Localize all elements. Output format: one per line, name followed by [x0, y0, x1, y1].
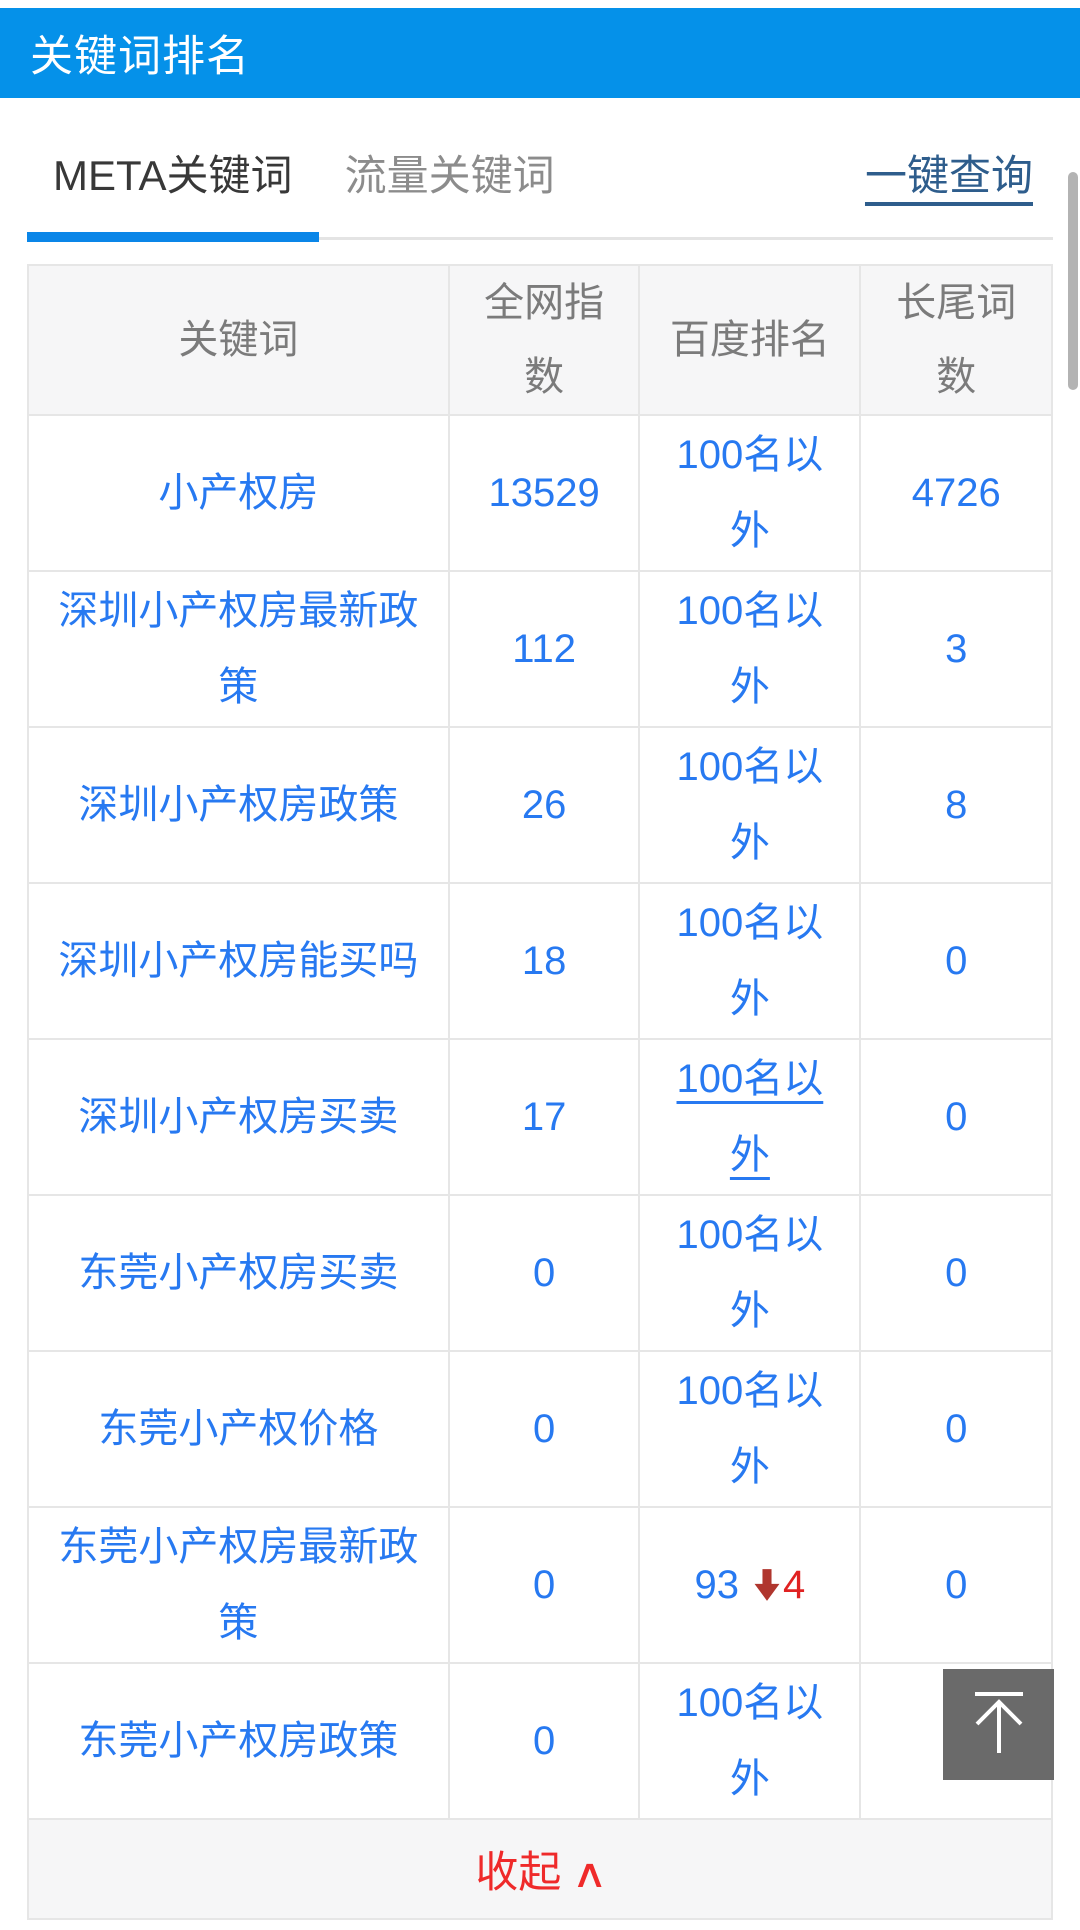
collapse-chevron-icon: ∧	[571, 1852, 609, 1896]
longtail-cell: 4726	[859, 414, 1053, 572]
keyword-cell[interactable]: 深圳小产权房买卖	[27, 1038, 450, 1196]
rank-cell: 100名以外	[638, 414, 862, 572]
table-header: 关键词 全网指数 百度排名 长尾词数	[27, 264, 1053, 416]
table-row: 深圳小产权房最新政策 112 100名以外 3	[27, 570, 1053, 728]
index-cell: 0	[447, 1506, 641, 1664]
active-tab-underline	[27, 232, 319, 242]
index-cell: 112	[447, 570, 641, 728]
longtail-cell: 0	[859, 1506, 1053, 1664]
table-row: 深圳小产权房能买吗 18 100名以外 0	[27, 882, 1053, 1040]
scrollbar-thumb[interactable]	[1068, 172, 1078, 390]
table-row: 东莞小产权价格 0 100名以外 0	[27, 1350, 1053, 1508]
index-cell: 17	[447, 1038, 641, 1196]
rank-cell-with-change: 93 4	[638, 1506, 862, 1664]
tab-traffic-keywords-label: 流量关键词	[344, 152, 555, 199]
index-cell: 26	[447, 726, 641, 884]
top-strip	[0, 0, 1080, 8]
rank-cell: 100名以外	[638, 1350, 862, 1508]
rank-cell: 100名以外	[638, 726, 862, 884]
table-row: 东莞小产权房政策 0 100名以外 0	[27, 1662, 1053, 1820]
longtail-cell: 0	[859, 882, 1053, 1040]
index-cell: 0	[447, 1662, 641, 1820]
longtail-cell: 0	[859, 1038, 1053, 1196]
keyword-cell[interactable]: 深圳小产权房能买吗	[27, 882, 450, 1040]
keyword-cell[interactable]: 深圳小产权房最新政策	[27, 570, 450, 728]
longtail-cell: 0	[859, 1194, 1053, 1352]
rank-cell: 100名以外	[638, 882, 862, 1040]
longtail-cell: 0	[859, 1350, 1053, 1508]
back-to-top-button[interactable]	[943, 1669, 1054, 1780]
table-row: 东莞小产权房买卖 0 100名以外 0	[27, 1194, 1053, 1352]
col-header-longtail: 长尾词数	[859, 264, 1053, 416]
rank-cell: 100名以外	[638, 570, 862, 728]
collapse-label: 收起	[475, 1849, 562, 1897]
tab-traffic-keywords[interactable]: 流量关键词	[319, 142, 581, 237]
rank-cell: 100名以外	[638, 1662, 862, 1820]
table-row: 深圳小产权房政策 26 100名以外 8	[27, 726, 1053, 884]
keyword-cell[interactable]: 东莞小产权房买卖	[27, 1194, 450, 1352]
longtail-cell: 3	[859, 570, 1053, 728]
keyword-rank-table: 关键词 全网指数 百度排名 长尾词数 小产权房 13529 100名以外 472…	[27, 264, 1053, 1920]
header-row: 关键词 全网指数 百度排名 长尾词数	[27, 264, 1053, 416]
tab-meta-keywords-label: META关键词	[53, 152, 293, 199]
rank-change-value: 4	[783, 1563, 806, 1607]
one-click-query-link[interactable]: 一键查询	[864, 152, 1033, 199]
col-header-index: 全网指数	[447, 264, 641, 416]
rank-cell-link[interactable]: 100名以外	[638, 1038, 862, 1196]
keyword-cell[interactable]: 小产权房	[27, 414, 450, 572]
app-header: 关键词排名	[0, 8, 1080, 98]
collapse-row: 收起 ∧	[27, 1818, 1053, 1920]
col-header-rank: 百度排名	[638, 264, 862, 416]
col-header-keyword: 关键词	[27, 264, 450, 416]
page-title: 关键词排名	[30, 33, 250, 81]
table-row: 深圳小产权房买卖 17 100名以外 0	[27, 1038, 1053, 1196]
collapse-button[interactable]: 收起 ∧	[27, 1818, 1053, 1920]
keyword-cell[interactable]: 东莞小产权房政策	[27, 1662, 450, 1820]
table-footer: 收起 ∧	[27, 1818, 1053, 1920]
table-row: 东莞小产权房最新政策 0 93 4 0	[27, 1506, 1053, 1664]
tab-meta-keywords[interactable]: META关键词	[27, 142, 319, 242]
keyword-cell[interactable]: 深圳小产权房政策	[27, 726, 450, 884]
rank-value: 93	[694, 1563, 740, 1607]
rank-cell: 100名以外	[638, 1194, 862, 1352]
keyword-cell[interactable]: 东莞小产权价格	[27, 1350, 450, 1508]
back-to-top-icon	[974, 1692, 1023, 1753]
index-cell: 18	[447, 882, 641, 1040]
longtail-cell: 8	[859, 726, 1053, 884]
rank-down-arrow-icon	[754, 1569, 780, 1601]
tab-bar: META关键词 流量关键词 一键查询	[27, 98, 1053, 242]
keyword-cell[interactable]: 东莞小产权房最新政策	[27, 1506, 450, 1664]
index-cell: 0	[447, 1194, 641, 1352]
index-cell: 0	[447, 1350, 641, 1508]
index-cell: 13529	[447, 414, 641, 572]
table-row: 小产权房 13529 100名以外 4726	[27, 414, 1053, 572]
table-body: 小产权房 13529 100名以外 4726 深圳小产权房最新政策 112 10…	[27, 414, 1053, 1820]
